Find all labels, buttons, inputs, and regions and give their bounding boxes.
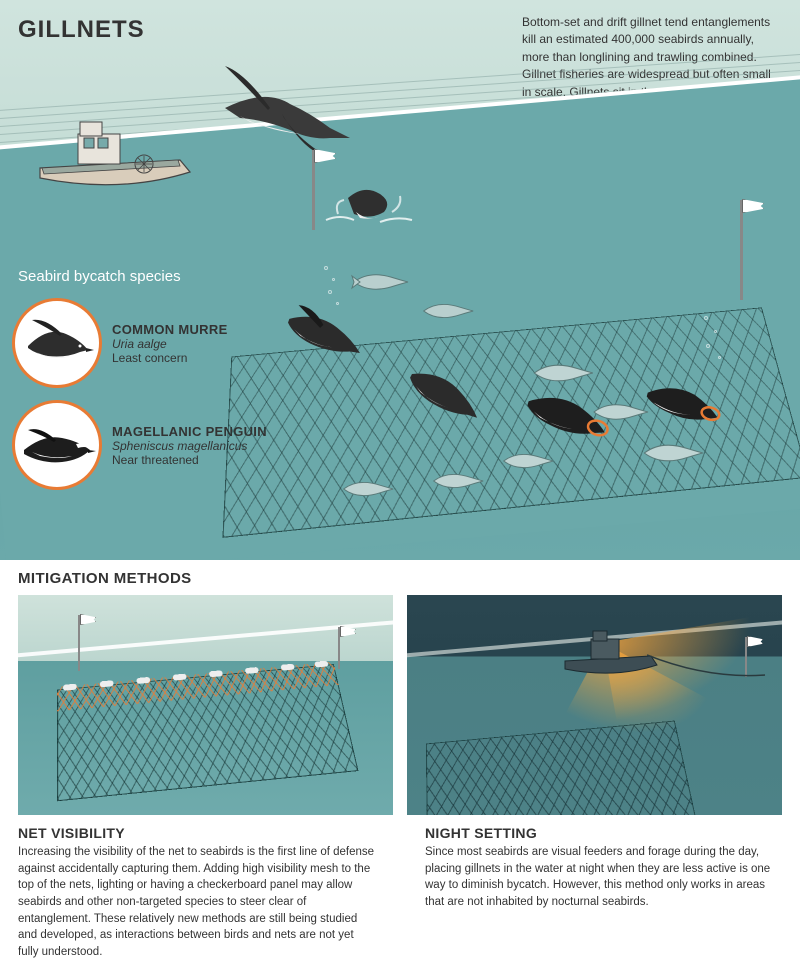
species-common-murre: COMMON MURRE Uria aalge Least concern xyxy=(12,298,228,388)
fish-icon xyxy=(420,300,475,322)
gillnet-mesh-icon xyxy=(57,664,358,801)
fish-icon xyxy=(350,270,410,294)
gillnets-main-diagram: GILLNETS Bottom-set and drift gillnet te… xyxy=(0,0,800,560)
fish-icon xyxy=(500,450,555,472)
species-circle-icon xyxy=(12,400,102,490)
main-title: GILLNETS xyxy=(18,16,145,44)
buoy-flag-icon xyxy=(312,150,315,230)
panel-night-setting xyxy=(407,595,782,815)
method-night-setting: NIGHT SETTING Since most seabirds are vi… xyxy=(407,815,800,961)
species-circle-icon xyxy=(12,298,102,388)
flying-murre-icon xyxy=(210,58,370,168)
fish-icon xyxy=(340,478,395,500)
method-title: NET VISIBILITY xyxy=(18,825,375,841)
species-header: Seabird bycatch species xyxy=(18,268,181,285)
bubbles-icon xyxy=(320,260,350,320)
species-text: COMMON MURRE Uria aalge Least concern xyxy=(112,322,228,365)
buoy-flag-icon xyxy=(78,615,80,671)
methods-text-row: NET VISIBILITY Increasing the visibility… xyxy=(0,815,800,961)
fish-icon xyxy=(430,470,485,492)
method-title: NIGHT SETTING xyxy=(425,825,782,841)
buoy-flag-icon xyxy=(338,627,340,669)
fishing-boat-icon xyxy=(30,108,200,198)
method-body: Increasing the visibility of the net to … xyxy=(18,844,375,961)
buoy-flag-icon xyxy=(740,200,743,300)
species-scientific-name: Uria aalge xyxy=(112,337,228,351)
method-body: Since most seabirds are visual feeders a… xyxy=(425,844,782,911)
mitigation-panels xyxy=(0,595,800,815)
species-common-name: COMMON MURRE xyxy=(112,322,228,337)
species-status: Least concern xyxy=(112,351,228,365)
gillnet-mesh-icon xyxy=(426,721,696,815)
landing-bird-icon xyxy=(320,172,420,232)
method-net-visibility: NET VISIBILITY Increasing the visibility… xyxy=(0,815,393,961)
mitigation-header: MITIGATION METHODS xyxy=(0,560,800,595)
bubbles-icon xyxy=(700,310,730,370)
panel-net-visibility xyxy=(18,595,393,815)
net-line-icon xyxy=(647,651,767,691)
fish-icon xyxy=(640,440,705,466)
